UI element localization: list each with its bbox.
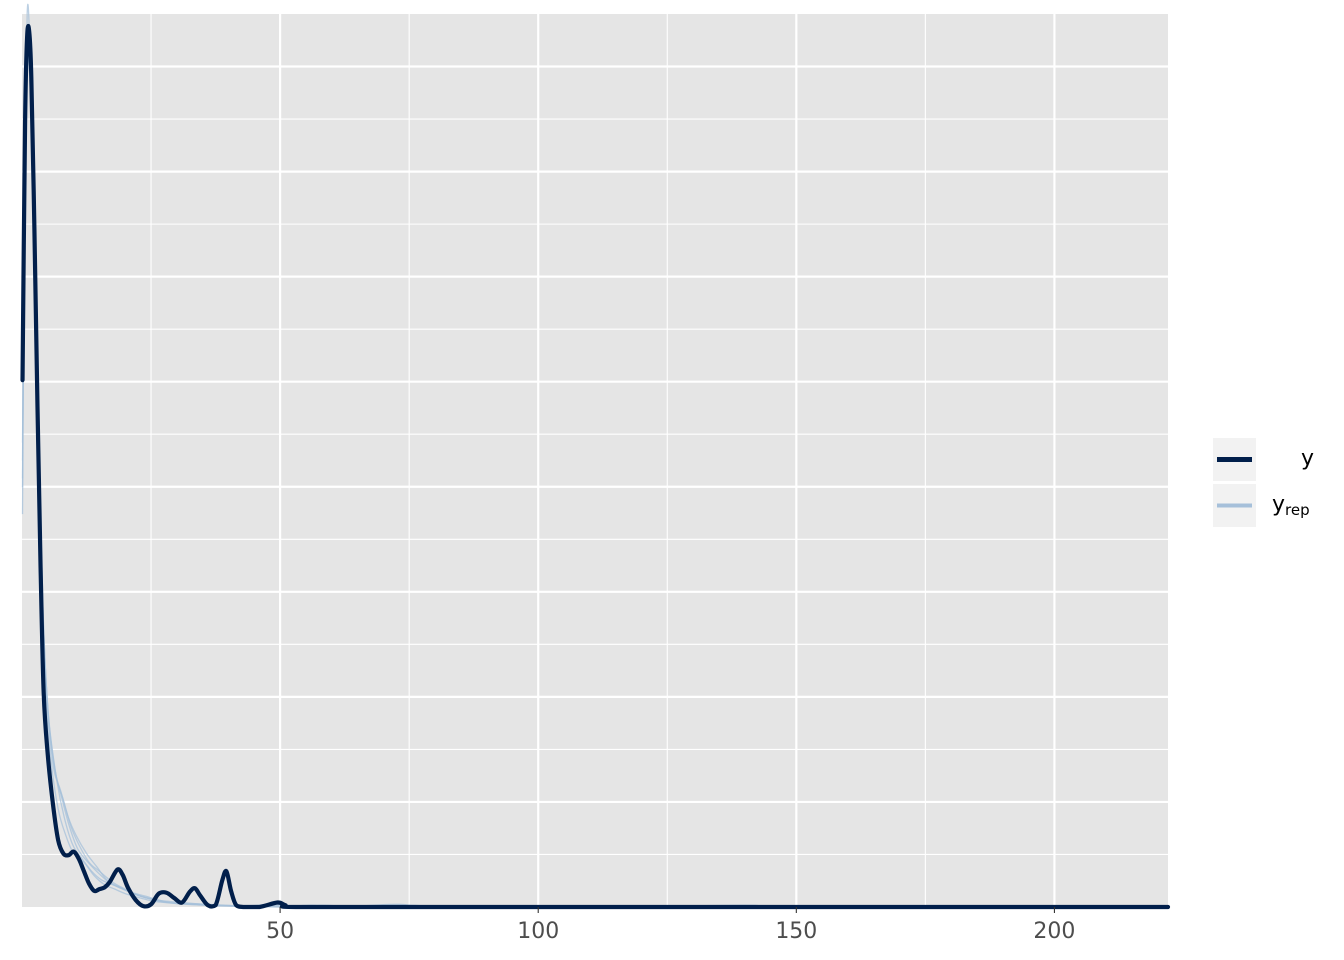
x-tick-label: 100 <box>517 919 559 944</box>
plot-panel <box>22 14 1168 907</box>
y-observed-line <box>20 23 1171 910</box>
x-tick-label: 50 <box>266 919 294 944</box>
legend-label-yrep-base: y <box>1272 492 1285 517</box>
legend: y yrep <box>1213 438 1314 527</box>
x-tick-label: 200 <box>1033 919 1075 944</box>
legend-label-yrep: yrep <box>1272 492 1310 519</box>
x-tick-label: 150 <box>775 919 817 944</box>
y-density-line <box>20 23 1171 910</box>
x-axis: 50 100 150 200 <box>266 907 1075 944</box>
legend-label-yrep-subscript: rep <box>1285 501 1310 519</box>
legend-label-y: y <box>1301 446 1314 471</box>
plot-area <box>20 3 1171 910</box>
major-gridlines <box>22 14 1168 907</box>
minor-gridlines <box>22 14 1168 907</box>
